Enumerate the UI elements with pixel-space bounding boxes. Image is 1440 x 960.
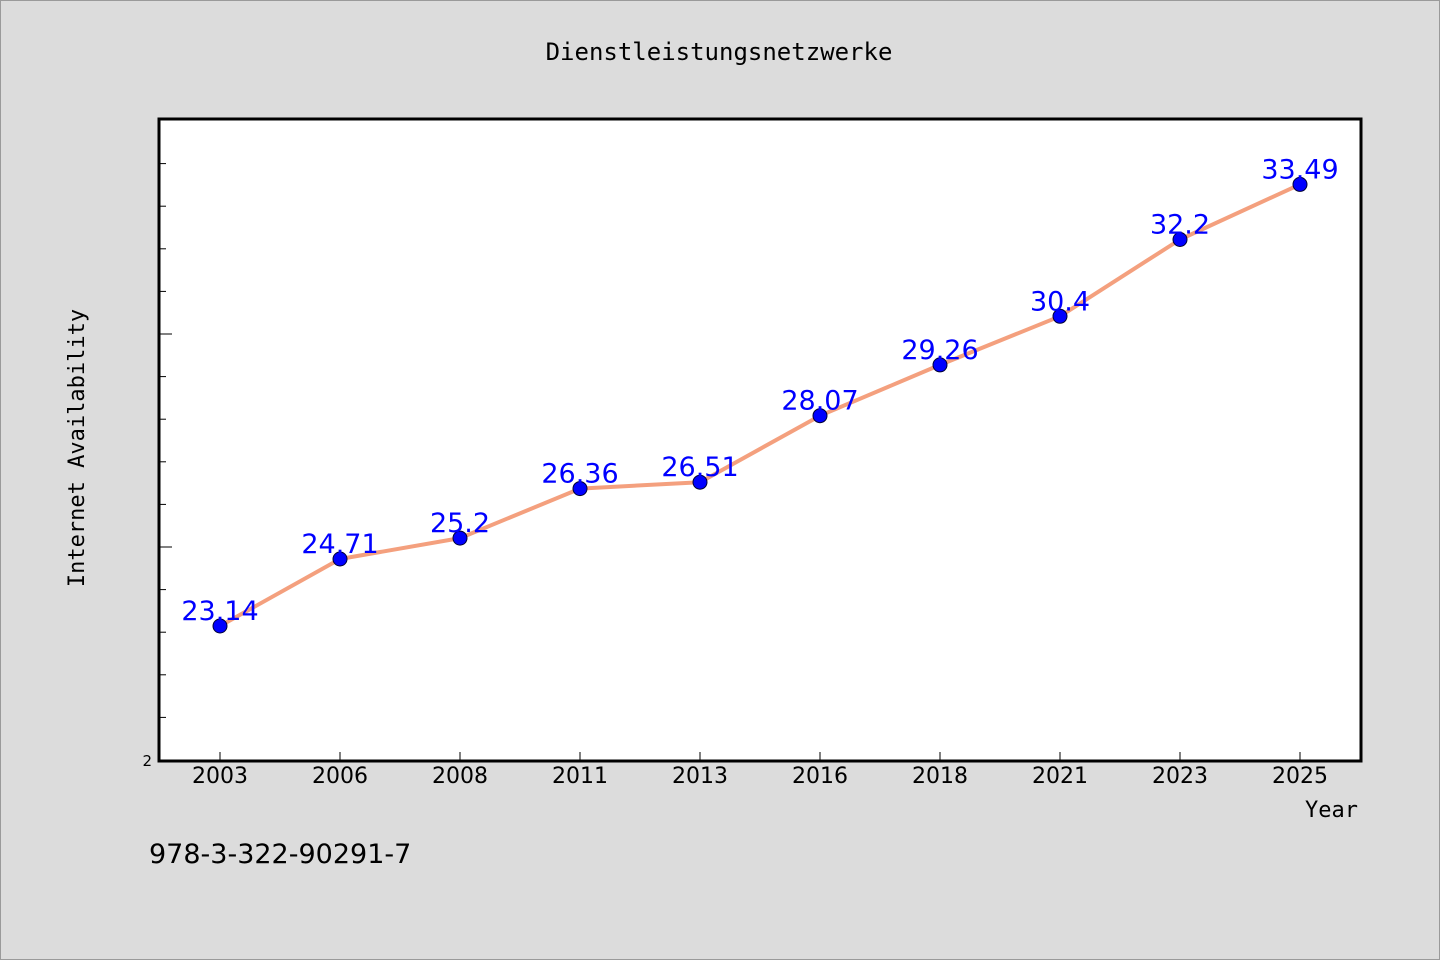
data-point bbox=[212, 618, 228, 634]
isbn-text: 978-3-322-90291-7 bbox=[149, 839, 411, 870]
data-label: 33.49 bbox=[1261, 154, 1338, 185]
data-point bbox=[1052, 308, 1068, 324]
data-label: 26.51 bbox=[661, 452, 738, 483]
data-label: 29.26 bbox=[901, 335, 978, 366]
data-labels: 23.14 24.71 25.2 26.36 26.51 28.07 29.26 30.4 32… bbox=[181, 154, 1338, 627]
plot-area bbox=[157, 117, 1363, 763]
data-label: 24.71 bbox=[301, 529, 378, 560]
x-tick-label: 2016 bbox=[792, 764, 848, 789]
y-axis-ticks bbox=[160, 163, 172, 761]
data-point bbox=[332, 551, 348, 567]
data-label: 32.2 bbox=[1150, 210, 1210, 241]
data-point bbox=[1172, 232, 1188, 247]
x-axis-ticks: 2003 2006 2008 2011 2013 2016 2018 2021 2023 2025 bbox=[192, 752, 1328, 789]
x-tick-label: 2008 bbox=[432, 764, 488, 789]
data-label: 23.14 bbox=[181, 596, 258, 627]
x-tick-label: 2023 bbox=[1152, 764, 1208, 789]
data-point bbox=[812, 408, 828, 424]
data-point bbox=[1292, 176, 1308, 192]
x-tick-label: 2003 bbox=[192, 764, 248, 789]
data-label: 28.07 bbox=[781, 386, 858, 417]
x-tick-label: 2018 bbox=[912, 764, 968, 789]
series-markers bbox=[212, 176, 1308, 634]
data-label: 30.4 bbox=[1030, 286, 1090, 317]
data-label: 26.36 bbox=[541, 459, 618, 490]
data-point bbox=[932, 357, 948, 373]
series-line bbox=[218, 182, 1302, 628]
y-tick-label: 2 bbox=[142, 752, 152, 770]
x-tick-label: 2025 bbox=[1272, 764, 1328, 789]
data-point bbox=[452, 530, 468, 546]
chart-title: Dienstleistungsnetzwerke bbox=[546, 38, 893, 66]
y-axis-label: Internet Availability bbox=[65, 309, 90, 587]
x-tick-label: 2011 bbox=[552, 764, 608, 789]
data-point bbox=[572, 481, 588, 497]
x-tick-label: 2021 bbox=[1032, 764, 1088, 789]
data-point bbox=[692, 474, 708, 490]
x-tick-label: 2013 bbox=[672, 764, 728, 789]
x-axis-label: Year bbox=[1305, 798, 1358, 823]
x-tick-label: 2006 bbox=[312, 764, 368, 789]
data-label: 25.2 bbox=[430, 508, 490, 539]
